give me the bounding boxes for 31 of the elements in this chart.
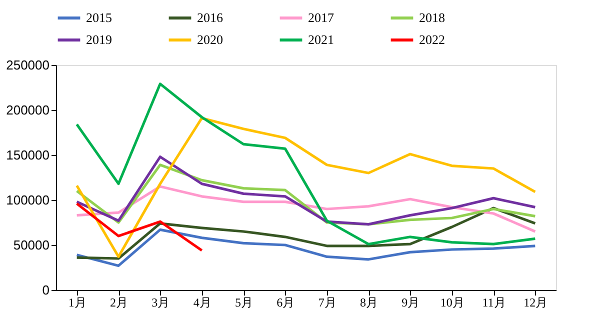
y-tick-label: 50000	[13, 238, 50, 252]
x-tick-label: 12月	[524, 296, 548, 310]
x-tick-label: 5月	[235, 296, 253, 310]
x-tick-label: 11月	[482, 296, 506, 310]
line-series	[76, 202, 204, 252]
x-tick-label: 4月	[193, 296, 212, 310]
legend-label: 2016	[197, 10, 224, 25]
x-tick-label: 1月	[68, 296, 86, 310]
line-series	[76, 206, 536, 260]
legend-label: 2015	[86, 10, 112, 25]
y-tick-label: 0	[42, 282, 50, 298]
x-tick-label: 2月	[110, 296, 128, 310]
y-tick-label: 150000	[6, 148, 50, 162]
legend-label: 2020	[197, 32, 223, 47]
line-series	[76, 228, 536, 267]
legend-label: 2017	[308, 10, 334, 25]
legend-label: 2018	[419, 10, 445, 25]
y-tick-label: 200000	[6, 102, 50, 118]
x-tick-label: 6月	[276, 296, 295, 310]
line-series	[76, 82, 536, 246]
x-tick-label: 9月	[402, 296, 420, 310]
legend-label: 2022	[419, 32, 445, 47]
x-tick-label: 8月	[360, 296, 378, 310]
x-tick-label: 7月	[318, 296, 336, 310]
legend-label: 2021	[308, 32, 334, 47]
y-tick-label: 250000	[6, 58, 50, 72]
x-tick-label: 3月	[152, 296, 170, 310]
line-series	[76, 116, 536, 258]
y-tick-label: 100000	[6, 192, 50, 208]
x-tick-label: 10月	[440, 296, 464, 310]
legend-label: 2019	[86, 32, 112, 47]
